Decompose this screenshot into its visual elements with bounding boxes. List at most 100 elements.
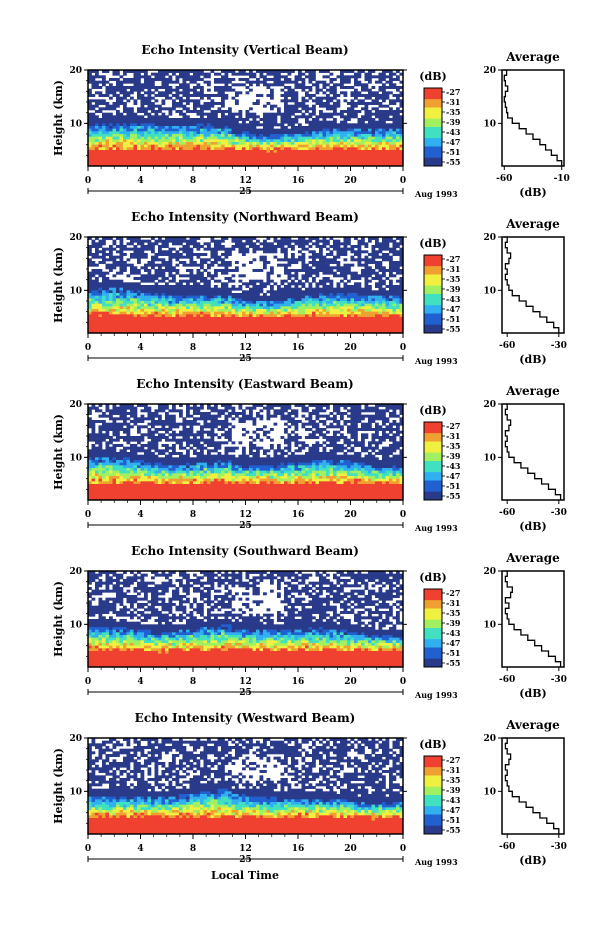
heatmap-cell [323, 309, 327, 312]
heatmap-cell [165, 245, 169, 248]
heatmap-cell [319, 282, 323, 285]
heatmap-cell [211, 264, 215, 267]
heatmap-cell [218, 304, 222, 307]
heatmap-cell [379, 161, 383, 164]
heatmap-cell [151, 288, 155, 291]
heatmap-cell [179, 153, 183, 156]
heatmap-cell [200, 110, 204, 113]
heatmap-cell [228, 248, 232, 251]
heatmap-cell [190, 155, 194, 158]
heatmap-cell [127, 155, 131, 158]
heatmap-cell [169, 298, 173, 301]
heatmap-cell [113, 137, 117, 140]
heatmap-cell [176, 301, 180, 304]
heatmap-cell [113, 258, 117, 261]
heatmap-cell [200, 261, 204, 264]
heatmap-cell [148, 78, 152, 81]
heatmap-cell [116, 123, 120, 126]
heatmap-cell [200, 301, 204, 304]
heatmap-cell [235, 153, 239, 156]
heatmap-cell [228, 253, 232, 256]
heatmap-cell [148, 285, 152, 288]
heatmap-cell [151, 290, 155, 293]
heatmap-cell [204, 309, 208, 312]
heatmap-cell [298, 155, 302, 158]
heatmap-cell [116, 320, 120, 323]
heatmap-cell [337, 301, 341, 304]
heatmap-cell [382, 97, 386, 100]
heatmap-cell [361, 293, 365, 296]
heatmap-cell [375, 242, 379, 245]
heatmap-cell [113, 86, 117, 89]
heatmap-cell [99, 139, 103, 142]
heatmap-cell [337, 274, 341, 277]
heatmap-cell [389, 282, 393, 285]
heatmap-cell [123, 301, 127, 304]
heatmap-cell [284, 78, 288, 81]
heatmap-cell [309, 285, 313, 288]
heatmap-cell [379, 312, 383, 315]
heatmap-cell [207, 147, 211, 150]
heatmap-cell [169, 290, 173, 293]
heatmap-cell [225, 312, 229, 315]
heatmap-cell [141, 137, 145, 140]
heatmap-cell [284, 115, 288, 118]
heatmap-cell [281, 280, 285, 283]
heatmap-cell [239, 145, 243, 148]
heatmap-cell [358, 285, 362, 288]
heatmap-cell [190, 285, 194, 288]
heatmap-cell [396, 306, 400, 309]
heatmap-cell [288, 269, 292, 272]
heatmap-cell [155, 134, 159, 137]
heatmap-cell [253, 298, 257, 301]
heatmap-cell [267, 118, 271, 121]
heatmap-cell [165, 320, 169, 323]
heatmap-cell [358, 158, 362, 161]
heatmap-cell [113, 89, 117, 92]
heatmap-cell [246, 129, 250, 132]
heatmap-cell [295, 153, 299, 156]
heatmap-cell [190, 158, 194, 161]
heatmap-cell [284, 317, 288, 320]
heatmap-cell [92, 285, 96, 288]
heatmap-cell [319, 256, 323, 259]
heatmap-cell [284, 142, 288, 145]
heatmap-cell [127, 153, 131, 156]
panels-group: Echo Intensity (Vertical Beam)2010Height… [52, 43, 570, 867]
heatmap-cell [393, 150, 397, 153]
heatmap-cell [368, 129, 372, 132]
heatmap-cell [379, 261, 383, 264]
heatmap-cell [337, 256, 341, 259]
heatmap-cell [326, 161, 330, 164]
heatmap-cell [218, 158, 222, 161]
heatmap-cell [183, 147, 187, 150]
heatmap-cell [148, 304, 152, 307]
heatmap-cell [393, 296, 397, 299]
heatmap-cell [92, 81, 96, 84]
heatmap-cell [127, 274, 131, 277]
heatmap-cell [228, 306, 232, 309]
heatmap-cell [319, 129, 323, 132]
heatmap-cell [246, 113, 250, 116]
heatmap-cell [288, 306, 292, 309]
heatmap-cell [169, 137, 173, 140]
heatmap-cell [106, 139, 110, 142]
heatmap-cell [340, 142, 344, 145]
heatmap-cell [130, 264, 134, 267]
heatmap-cell [270, 145, 274, 148]
heatmap-cell [109, 290, 113, 293]
heatmap-cell [379, 298, 383, 301]
heatmap-cell [340, 304, 344, 307]
heatmap-cell [393, 99, 397, 102]
heatmap-cell [277, 290, 281, 293]
heatmap-cell [284, 314, 288, 317]
heatmap-cell [99, 312, 103, 315]
heatmap-cell [155, 110, 159, 113]
heatmap-cell [375, 121, 379, 124]
heatmap-cell [396, 158, 400, 161]
heatmap-cell [326, 261, 330, 264]
heatmap-cell [333, 314, 337, 317]
heatmap-cell [176, 81, 180, 84]
heatmap-cell [305, 118, 309, 121]
heatmap-cell [288, 129, 292, 132]
